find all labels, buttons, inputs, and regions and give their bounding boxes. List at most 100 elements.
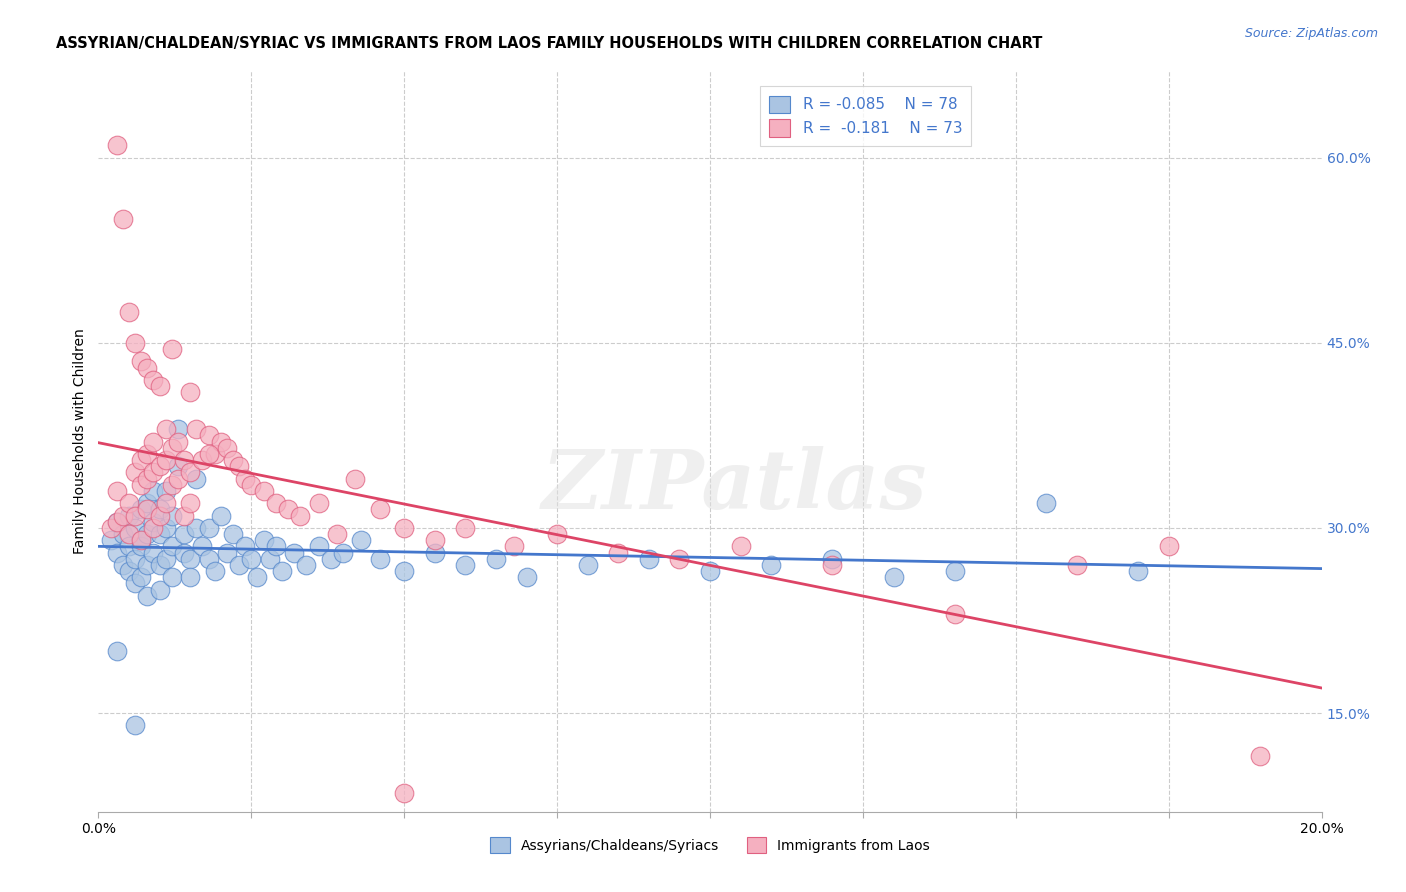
Point bbox=[368, 551, 391, 566]
Point bbox=[295, 558, 318, 572]
Point bbox=[228, 558, 250, 572]
Point bbox=[118, 305, 141, 319]
Point bbox=[759, 558, 782, 572]
Point bbox=[179, 570, 201, 584]
Point bbox=[1066, 558, 1088, 572]
Point bbox=[277, 502, 299, 516]
Point bbox=[576, 558, 599, 572]
Point bbox=[290, 508, 312, 523]
Point bbox=[105, 515, 128, 529]
Point bbox=[186, 422, 208, 436]
Point bbox=[142, 434, 165, 449]
Point bbox=[129, 533, 152, 548]
Point bbox=[637, 551, 661, 566]
Point bbox=[149, 508, 172, 523]
Point bbox=[129, 453, 152, 467]
Point bbox=[186, 521, 208, 535]
Point bbox=[136, 527, 159, 541]
Point bbox=[252, 483, 274, 498]
Point bbox=[1035, 496, 1057, 510]
Point bbox=[129, 502, 152, 516]
Point bbox=[160, 441, 183, 455]
Point bbox=[209, 508, 232, 523]
Point bbox=[240, 477, 263, 491]
Point bbox=[167, 434, 190, 449]
Legend: Assyrians/Chaldeans/Syriacs, Immigrants from Laos: Assyrians/Chaldeans/Syriacs, Immigrants … bbox=[484, 830, 936, 860]
Text: ZIPatlas: ZIPatlas bbox=[541, 446, 927, 526]
Point bbox=[259, 551, 281, 566]
Point bbox=[668, 551, 690, 566]
Point bbox=[155, 422, 177, 436]
Point bbox=[124, 551, 146, 566]
Point bbox=[350, 533, 373, 548]
Point bbox=[699, 564, 721, 578]
Point bbox=[240, 551, 263, 566]
Point bbox=[155, 551, 177, 566]
Point bbox=[197, 428, 219, 442]
Point bbox=[222, 453, 245, 467]
Point bbox=[167, 472, 190, 486]
Point bbox=[607, 546, 630, 560]
Point bbox=[179, 385, 201, 400]
Point bbox=[160, 570, 183, 584]
Point bbox=[167, 422, 190, 436]
Point bbox=[392, 786, 416, 800]
Point bbox=[179, 466, 201, 480]
Point bbox=[111, 527, 134, 541]
Point bbox=[308, 496, 330, 510]
Y-axis label: Family Households with Children: Family Households with Children bbox=[73, 328, 87, 555]
Point bbox=[179, 551, 201, 566]
Point bbox=[124, 466, 146, 480]
Point bbox=[105, 644, 128, 658]
Point bbox=[943, 564, 966, 578]
Point bbox=[118, 527, 141, 541]
Text: ASSYRIAN/CHALDEAN/SYRIAC VS IMMIGRANTS FROM LAOS FAMILY HOUSEHOLDS WITH CHILDREN: ASSYRIAN/CHALDEAN/SYRIAC VS IMMIGRANTS F… bbox=[56, 36, 1043, 51]
Point bbox=[149, 527, 172, 541]
Point bbox=[136, 447, 159, 461]
Point bbox=[142, 515, 165, 529]
Point bbox=[124, 718, 146, 732]
Point bbox=[730, 540, 752, 554]
Point bbox=[423, 533, 446, 548]
Point bbox=[197, 521, 219, 535]
Point bbox=[111, 558, 134, 572]
Point bbox=[264, 540, 287, 554]
Point bbox=[105, 483, 128, 498]
Point bbox=[319, 551, 342, 566]
Point bbox=[283, 546, 305, 560]
Point bbox=[308, 540, 330, 554]
Point bbox=[264, 496, 287, 510]
Point bbox=[344, 472, 367, 486]
Point bbox=[160, 508, 183, 523]
Point bbox=[142, 483, 165, 498]
Point bbox=[503, 540, 526, 554]
Point bbox=[270, 564, 292, 578]
Point bbox=[142, 373, 165, 387]
Point bbox=[149, 459, 172, 474]
Point bbox=[105, 546, 128, 560]
Point bbox=[136, 360, 159, 375]
Point bbox=[204, 447, 226, 461]
Point bbox=[118, 540, 141, 554]
Point bbox=[197, 551, 219, 566]
Point bbox=[160, 477, 183, 491]
Point bbox=[155, 483, 177, 498]
Point bbox=[129, 477, 152, 491]
Point bbox=[485, 551, 508, 566]
Point bbox=[136, 558, 159, 572]
Point bbox=[105, 515, 128, 529]
Point bbox=[173, 453, 195, 467]
Point bbox=[215, 441, 238, 455]
Point bbox=[142, 521, 165, 535]
Point bbox=[118, 508, 141, 523]
Point bbox=[118, 496, 141, 510]
Point bbox=[142, 466, 165, 480]
Point bbox=[943, 607, 966, 622]
Point bbox=[246, 570, 269, 584]
Point bbox=[454, 558, 477, 572]
Point bbox=[191, 453, 214, 467]
Point bbox=[233, 540, 256, 554]
Point bbox=[149, 379, 172, 393]
Point bbox=[124, 335, 146, 350]
Point bbox=[136, 472, 159, 486]
